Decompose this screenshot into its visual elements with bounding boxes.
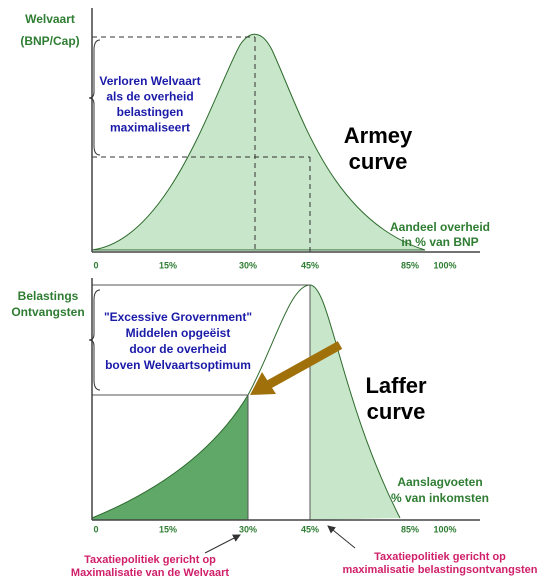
armey-axes xyxy=(91,8,480,253)
note: "Excessive Grovernment" xyxy=(104,310,252,324)
laffer-lines xyxy=(92,284,311,520)
tick-label: 15% xyxy=(159,524,177,534)
brace xyxy=(88,39,101,156)
armey-curve xyxy=(91,33,426,251)
note: Verloren Welvaart xyxy=(99,74,200,88)
note: belastingen xyxy=(117,105,184,119)
x-label: in % van BNP xyxy=(401,235,478,249)
annotation: Taxatiepolitiek gericht op xyxy=(84,554,216,566)
tick-label: 100% xyxy=(433,524,456,534)
tick-label: 15% xyxy=(159,260,177,270)
note: als de overheid xyxy=(106,90,193,104)
pointer xyxy=(204,534,241,554)
annotation: Taxatiepolitiek gericht op xyxy=(374,551,506,563)
laffer-light xyxy=(310,285,400,520)
tick-label: 85% xyxy=(401,524,419,534)
note: maximaliseert xyxy=(110,121,190,135)
y-label: Belastings xyxy=(18,289,79,303)
y-label: Ontvangsten xyxy=(11,305,84,319)
laffer-axes xyxy=(91,278,480,521)
big-arrow xyxy=(265,341,343,389)
tick-label: 30% xyxy=(239,260,257,270)
tick-label: 45% xyxy=(301,524,319,534)
title: curve xyxy=(367,399,426,424)
title: Laffer xyxy=(365,373,427,398)
brace xyxy=(88,289,101,391)
y-label: Welvaart xyxy=(25,12,75,26)
tick-label: 0 xyxy=(93,260,98,270)
big-arrow-head xyxy=(250,372,276,395)
note: boven Welvaartsoptimum xyxy=(105,358,251,372)
title: curve xyxy=(349,149,408,174)
tick-label: 100% xyxy=(433,260,456,270)
pointer xyxy=(327,525,356,549)
tick-label: 85% xyxy=(401,260,419,270)
note: door de overheid xyxy=(129,342,226,356)
laffer-curve xyxy=(91,284,401,519)
annotation: Maximalisatie van de Welvaart xyxy=(71,567,229,579)
y-label: (BNP/Cap) xyxy=(20,34,79,48)
tick-label: 30% xyxy=(239,524,257,534)
x-label: Aanslagvoeten xyxy=(397,475,482,489)
x-label: Aandeel overheid xyxy=(390,220,490,234)
title: Armey xyxy=(344,123,413,148)
armey-dashes xyxy=(92,36,311,252)
annotation: maximalisatie belastingsontvangsten xyxy=(342,564,537,576)
laffer-dark xyxy=(92,395,248,520)
x-label: % van inkomsten xyxy=(391,491,489,505)
tick-label: 45% xyxy=(301,260,319,270)
tick-label: 0 xyxy=(93,524,98,534)
note: Middelen opgeëist xyxy=(126,326,231,340)
